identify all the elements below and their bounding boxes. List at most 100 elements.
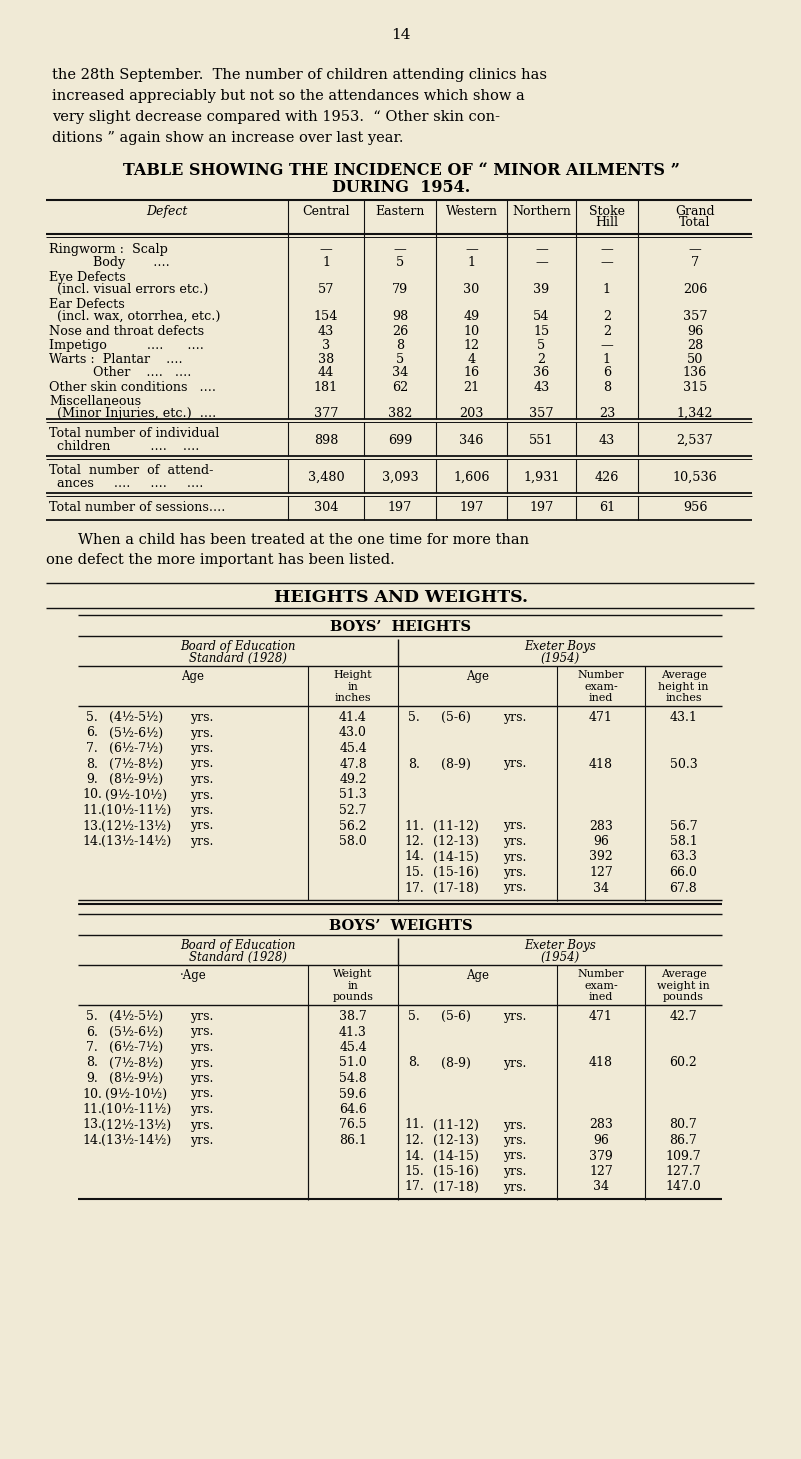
Text: 898: 898 <box>314 433 338 446</box>
Text: yrs.: yrs. <box>190 1134 213 1147</box>
Text: Stoke: Stoke <box>589 206 625 217</box>
Text: —: — <box>393 244 406 255</box>
Text: —: — <box>320 244 332 255</box>
Text: 58.0: 58.0 <box>339 835 367 848</box>
Text: yrs.: yrs. <box>503 881 526 894</box>
Text: (12-13): (12-13) <box>433 1134 479 1147</box>
Text: increased appreciably but not so the attendances which show a: increased appreciably but not so the att… <box>52 89 525 104</box>
Text: yrs.: yrs. <box>503 1164 526 1177</box>
Text: (15-16): (15-16) <box>433 1164 479 1177</box>
Text: Grand: Grand <box>675 206 714 217</box>
Text: 98: 98 <box>392 309 409 322</box>
Text: (5-6): (5-6) <box>441 711 471 724</box>
Text: 14.: 14. <box>82 1134 102 1147</box>
Text: Total number of individual: Total number of individual <box>49 427 219 441</box>
Text: 61: 61 <box>599 500 615 514</box>
Text: 86.7: 86.7 <box>670 1134 698 1147</box>
Text: (6½-7½): (6½-7½) <box>109 1042 163 1053</box>
Text: 43: 43 <box>318 325 334 338</box>
Text: Board of Education: Board of Education <box>180 641 296 654</box>
Text: (14-15): (14-15) <box>433 1150 479 1163</box>
Text: 34: 34 <box>593 1180 609 1193</box>
Text: yrs.: yrs. <box>190 727 213 740</box>
Text: 1,606: 1,606 <box>453 471 489 484</box>
Text: Ear Defects: Ear Defects <box>49 298 125 311</box>
Text: yrs.: yrs. <box>190 788 213 801</box>
Text: (Minor Injuries, etc.)  ....: (Minor Injuries, etc.) .... <box>49 407 216 420</box>
Text: (10½-11½): (10½-11½) <box>101 804 171 817</box>
Text: 43: 43 <box>533 381 549 394</box>
Text: Total  number  of  attend-: Total number of attend- <box>49 464 213 477</box>
Text: yrs.: yrs. <box>503 851 526 864</box>
Text: 6.: 6. <box>86 1026 98 1039</box>
Text: 127: 127 <box>589 867 613 878</box>
Text: Northern: Northern <box>512 206 571 217</box>
Text: yrs.: yrs. <box>190 835 213 848</box>
Text: (4½-5½): (4½-5½) <box>109 1010 163 1023</box>
Text: 96: 96 <box>593 1134 609 1147</box>
Text: —: — <box>601 338 614 352</box>
Text: yrs.: yrs. <box>503 711 526 724</box>
Text: (8½-9½): (8½-9½) <box>109 773 163 786</box>
Text: 11.: 11. <box>404 1119 424 1132</box>
Text: 76.5: 76.5 <box>339 1119 367 1132</box>
Text: 5.: 5. <box>409 711 420 724</box>
Text: Total number of sessions....: Total number of sessions.... <box>49 500 225 514</box>
Text: (5-6): (5-6) <box>441 1010 471 1023</box>
Text: (12½-13½): (12½-13½) <box>101 820 171 833</box>
Text: 197: 197 <box>388 500 413 514</box>
Text: (8½-9½): (8½-9½) <box>109 1072 163 1085</box>
Text: 16: 16 <box>464 366 480 379</box>
Text: Other skin conditions   ....: Other skin conditions .... <box>49 381 216 394</box>
Text: 109.7: 109.7 <box>666 1150 702 1163</box>
Text: 51.3: 51.3 <box>339 788 367 801</box>
Text: Eastern: Eastern <box>376 206 425 217</box>
Text: 42.7: 42.7 <box>670 1010 698 1023</box>
Text: (13½-14½): (13½-14½) <box>101 1134 171 1147</box>
Text: 49.2: 49.2 <box>339 773 367 786</box>
Text: ances     ....     ....     ....: ances .... .... .... <box>49 477 203 490</box>
Text: 41.3: 41.3 <box>339 1026 367 1039</box>
Text: 147.0: 147.0 <box>666 1180 702 1193</box>
Text: Exeter Boys: Exeter Boys <box>524 641 596 654</box>
Text: 551: 551 <box>529 433 553 446</box>
Text: (5½-6½): (5½-6½) <box>109 727 163 740</box>
Text: yrs.: yrs. <box>503 835 526 848</box>
Text: yrs.: yrs. <box>190 1056 213 1069</box>
Text: 9.: 9. <box>87 1072 98 1085</box>
Text: yrs.: yrs. <box>190 1042 213 1053</box>
Text: (13½-14½): (13½-14½) <box>101 835 171 848</box>
Text: 14.: 14. <box>404 851 424 864</box>
Text: 379: 379 <box>589 1150 613 1163</box>
Text: (7½-8½): (7½-8½) <box>109 1056 163 1069</box>
Text: 1,931: 1,931 <box>523 471 560 484</box>
Text: 96: 96 <box>687 325 703 338</box>
Text: children          ....    ....: children .... .... <box>49 441 199 452</box>
Text: 2: 2 <box>603 325 611 338</box>
Text: 43.1: 43.1 <box>670 711 698 724</box>
Text: 1: 1 <box>322 255 330 268</box>
Text: 10,536: 10,536 <box>673 471 718 484</box>
Text: 10.: 10. <box>82 1087 102 1100</box>
Text: Height
in
inches: Height in inches <box>334 670 372 703</box>
Text: (6½-7½): (6½-7½) <box>109 743 163 754</box>
Text: 50.3: 50.3 <box>670 757 698 770</box>
Text: (1954): (1954) <box>541 951 580 964</box>
Text: 8.: 8. <box>408 757 420 770</box>
Text: 357: 357 <box>529 407 553 420</box>
Text: 34: 34 <box>392 366 409 379</box>
Text: 51.0: 51.0 <box>339 1056 367 1069</box>
Text: 5.: 5. <box>409 1010 420 1023</box>
Text: 38.7: 38.7 <box>339 1010 367 1023</box>
Text: (15-16): (15-16) <box>433 867 479 878</box>
Text: 39: 39 <box>533 283 549 296</box>
Text: (1954): (1954) <box>541 652 580 665</box>
Text: (incl. wax, otorrhea, etc.): (incl. wax, otorrhea, etc.) <box>49 309 220 322</box>
Text: 12: 12 <box>464 338 480 352</box>
Text: 127: 127 <box>589 1164 613 1177</box>
Text: Average
height in
inches: Average height in inches <box>658 670 709 703</box>
Text: 43.0: 43.0 <box>339 727 367 740</box>
Text: 58.1: 58.1 <box>670 835 698 848</box>
Text: Age: Age <box>182 670 204 683</box>
Text: ditions ” again show an increase over last year.: ditions ” again show an increase over la… <box>52 131 404 144</box>
